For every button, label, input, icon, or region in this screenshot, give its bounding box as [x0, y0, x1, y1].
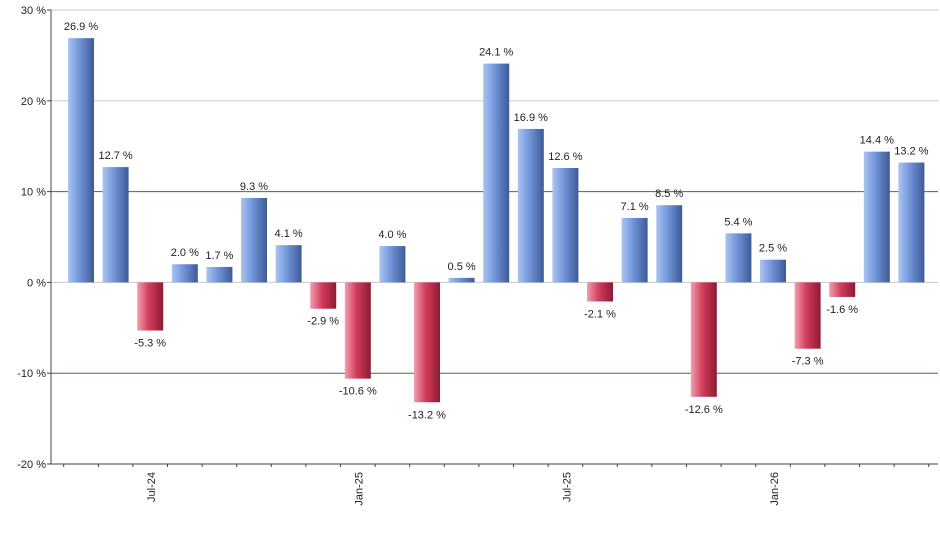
- x-tick-label: Jul-24: [146, 472, 158, 502]
- y-tick-label: -10 %: [17, 368, 46, 380]
- bar: [898, 162, 925, 283]
- bar: [725, 233, 752, 283]
- data-label: 2.5 %: [759, 243, 787, 255]
- bar: [829, 282, 856, 297]
- data-label: -1.6 %: [826, 304, 858, 316]
- data-label: 2.0 %: [171, 247, 199, 259]
- x-tick-label: Jan-25: [354, 472, 366, 506]
- data-label: 0.5 %: [448, 261, 476, 273]
- y-tick-label: 20 %: [21, 96, 46, 108]
- data-label: 14.4 %: [860, 135, 894, 147]
- data-label: 24.1 %: [479, 47, 513, 59]
- data-label: 26.9 %: [64, 21, 98, 33]
- data-label: 4.0 %: [378, 229, 406, 241]
- bars: [68, 38, 925, 403]
- data-label: 7.1 %: [621, 201, 649, 213]
- bar: [310, 282, 337, 309]
- bar: [102, 167, 129, 283]
- y-tick-label: 10 %: [21, 187, 46, 199]
- bar: [690, 282, 717, 397]
- data-label: -5.3 %: [134, 338, 166, 350]
- y-tick-labels: 30 % 20 % 10 % 0 % -10 % -20 %: [17, 5, 46, 471]
- bar: [379, 246, 406, 283]
- data-label: -7.3 %: [792, 356, 824, 368]
- data-label: 13.2 %: [894, 146, 928, 158]
- data-labels: 26.9 % 12.7 % -5.3 % 2.0 % 1.7 % 9.3 % 4.1 % -2…: [64, 21, 929, 421]
- bar: [206, 266, 233, 283]
- bar: [760, 259, 786, 283]
- x-tick-labels: Jul-24 Jan-25 Jul-25 Jan-26: [146, 472, 781, 506]
- bar: [552, 167, 579, 283]
- bar: [587, 282, 613, 302]
- data-label: 8.5 %: [655, 188, 683, 200]
- y-tick-label: -20 %: [17, 459, 46, 471]
- bar: [863, 151, 890, 283]
- y-tick-label: 0 %: [27, 277, 46, 289]
- x-tick-label: Jan-26: [769, 472, 781, 506]
- bar: [344, 282, 371, 379]
- data-label: -12.6 %: [685, 404, 723, 416]
- bar: [68, 38, 94, 283]
- data-label: -2.1 %: [584, 308, 616, 320]
- data-label: 12.7 %: [98, 150, 132, 162]
- bar: [414, 282, 440, 403]
- axes: [47, 9, 938, 467]
- data-label: -13.2 %: [408, 409, 446, 421]
- data-label: 16.9 %: [514, 112, 548, 124]
- data-label: 1.7 %: [205, 250, 233, 262]
- bar: [275, 245, 302, 283]
- bar: [656, 205, 683, 283]
- data-label: 5.4 %: [724, 216, 752, 228]
- bar: [483, 63, 510, 283]
- bar: [171, 264, 198, 283]
- x-tick-label: Jul-25: [561, 472, 573, 502]
- data-label: -2.9 %: [307, 316, 339, 328]
- bar: [448, 277, 475, 283]
- bar: [517, 128, 544, 283]
- bar: [794, 282, 821, 349]
- data-label: 4.1 %: [275, 228, 303, 240]
- data-label: 12.6 %: [548, 151, 582, 163]
- bar: [241, 197, 267, 283]
- bar: [621, 217, 648, 283]
- y-tick-label: 30 %: [21, 5, 46, 17]
- bar: [137, 282, 164, 331]
- data-label: -10.6 %: [339, 386, 377, 398]
- data-label: 9.3 %: [240, 181, 268, 193]
